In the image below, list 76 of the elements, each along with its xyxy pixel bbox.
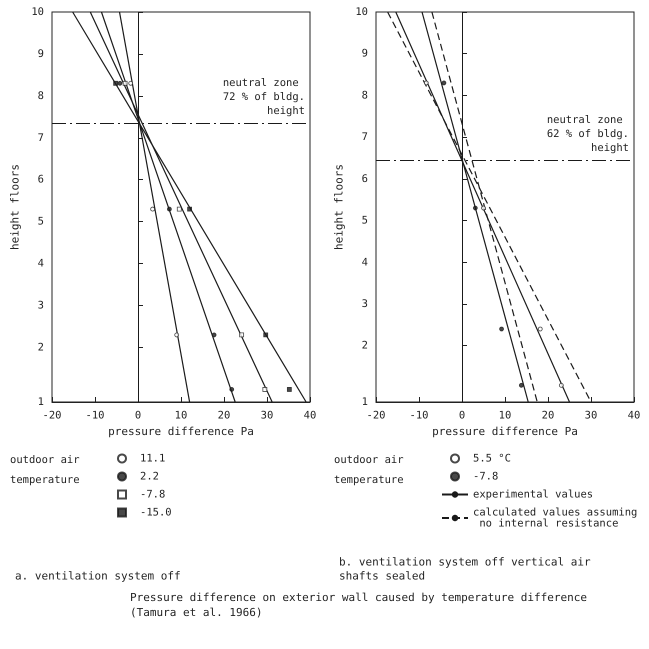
y-tick-label: 9	[362, 48, 368, 60]
y-tick-label: 3	[38, 300, 44, 312]
legend-label: 11.1	[140, 452, 166, 464]
x-tick-label: 20	[218, 410, 230, 422]
legend-label: 2.2	[140, 470, 159, 482]
legend-label: -15.0	[140, 506, 172, 518]
point	[481, 206, 486, 210]
point	[263, 332, 268, 338]
y-tick-label: 6	[38, 174, 44, 186]
x-axis-title: pressure difference Pa	[108, 425, 254, 438]
y-tick-label: 2	[362, 340, 368, 352]
x-tick-label: 0	[458, 410, 466, 422]
point	[262, 387, 268, 392]
y-axis-title: height floors	[8, 164, 22, 250]
x-tick-label: 0	[134, 410, 142, 422]
point	[212, 332, 217, 338]
point	[174, 332, 180, 338]
point	[499, 326, 504, 332]
legend-label: -7.8	[140, 488, 166, 500]
point	[187, 206, 192, 212]
y-tick-label: 10	[355, 6, 368, 18]
y-tick-label: 9	[38, 48, 44, 60]
point	[122, 80, 128, 86]
x-tick-label: 40	[628, 410, 640, 422]
y-tick-label: 8	[362, 89, 368, 102]
x-tick-label: 20	[542, 410, 554, 422]
point	[424, 80, 429, 86]
x-tick-label: -20	[366, 410, 386, 422]
point	[113, 80, 118, 86]
x-tick-label: 30	[584, 410, 598, 422]
point	[229, 387, 234, 392]
y-tick-label: 5	[362, 214, 368, 227]
x-tick-label: -10	[86, 410, 104, 422]
point	[150, 206, 156, 212]
y-tick-label: 2	[38, 341, 44, 354]
y-tick-label: 7	[362, 131, 368, 144]
point	[538, 326, 543, 332]
y-tick-label: 5	[38, 216, 44, 228]
point	[472, 206, 478, 210]
x-tick-label: -20	[42, 410, 62, 422]
x-tick-label: -10	[410, 410, 428, 422]
y-tick-label: 6	[362, 172, 368, 185]
x-tick-label: 40	[304, 410, 316, 422]
text: b. ventilation system off vertical air shafts sealed	[339, 556, 598, 582]
point	[128, 80, 134, 86]
text: Pressure difference on exterior wall caused by temperature difference (Tamura et al. 1966)	[130, 590, 588, 620]
y-tick-label: 4	[362, 256, 368, 268]
legend-label: -7.8	[473, 470, 498, 482]
point	[118, 80, 122, 86]
point	[239, 332, 244, 338]
y-tick-label: 10	[31, 6, 44, 18]
y-tick-label: 3	[362, 298, 368, 310]
ref-line-label: neutral zone 72 % of bldg. height	[222, 77, 305, 118]
y-tick-label: 4	[38, 258, 44, 270]
x-axis-title: pressure difference Pa	[432, 425, 578, 438]
legend-label: calculated values assuming no internal resistance	[473, 506, 638, 530]
legend-label: experimental values	[473, 488, 594, 500]
x-tick-label: 30	[260, 410, 274, 422]
point	[558, 382, 564, 388]
ref-line-label: neutral zone 62 % of bldg. height	[546, 114, 629, 154]
point	[286, 387, 292, 392]
x-tick-label: 10	[498, 410, 512, 422]
y-tick-label: 1	[38, 396, 44, 408]
point	[166, 206, 172, 212]
x-tick-label: 10	[174, 410, 188, 422]
text: a. ventilation system off	[15, 570, 181, 582]
y-axis-title: height floors	[332, 164, 346, 250]
y-tick-label: 7	[38, 132, 44, 144]
y-tick-label: 8	[38, 90, 44, 102]
point	[442, 80, 446, 86]
legend-label: 5.5 °C	[473, 452, 511, 464]
legend-title: outdoor air temperature	[334, 454, 410, 486]
point	[518, 382, 524, 388]
legend-title: outdoor air temperature	[10, 454, 86, 486]
point	[176, 206, 182, 212]
y-tick-label: 1	[362, 396, 368, 408]
